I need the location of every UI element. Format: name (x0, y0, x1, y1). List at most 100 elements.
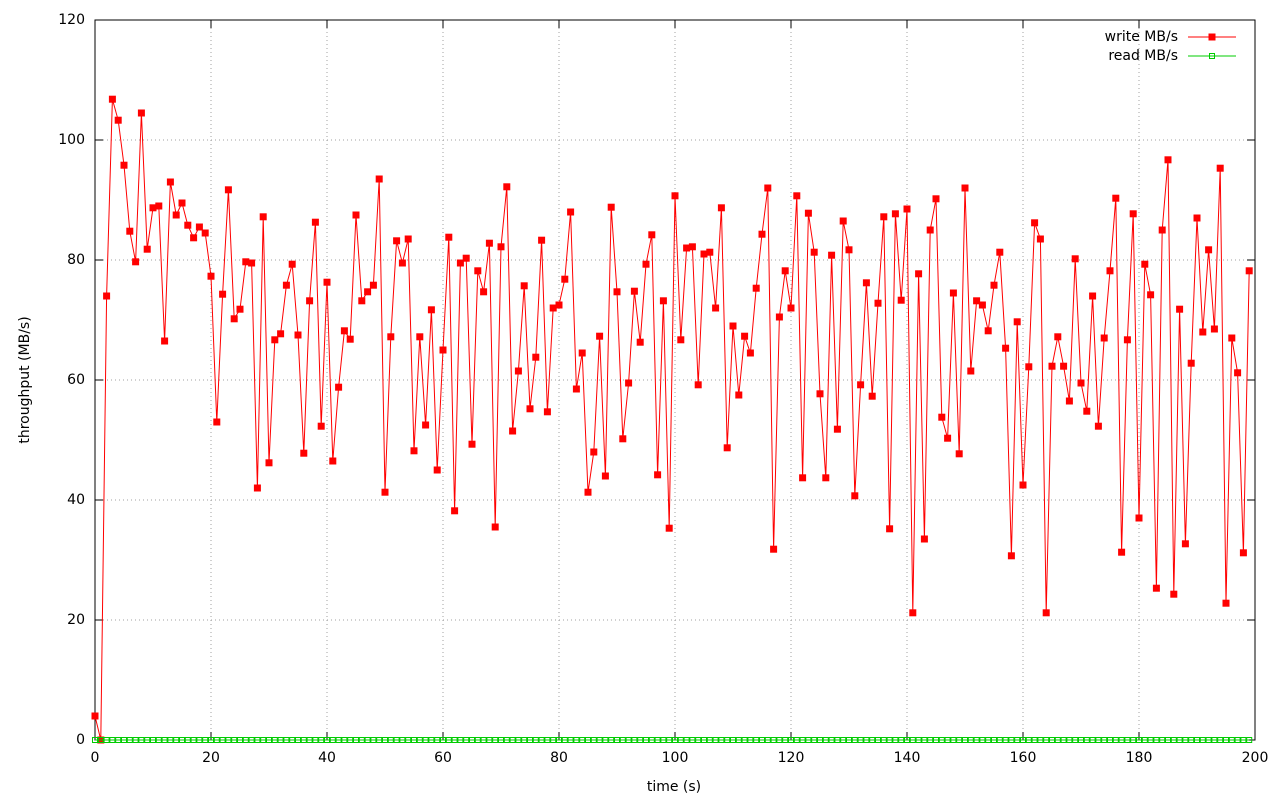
point (805, 737, 812, 743)
point (810, 248, 818, 256)
point (341, 737, 348, 743)
point (1025, 363, 1033, 371)
point (521, 737, 528, 743)
point (619, 737, 626, 743)
point (109, 737, 116, 743)
point (346, 335, 354, 343)
point (642, 260, 650, 268)
point (178, 199, 186, 207)
x-tick-label: 80 (550, 750, 568, 766)
point (828, 737, 835, 743)
point (1170, 737, 1177, 743)
point (834, 737, 841, 743)
point (532, 737, 539, 743)
point (242, 737, 249, 743)
point (996, 737, 1003, 743)
point (248, 737, 255, 743)
point (701, 737, 707, 743)
point (428, 737, 435, 743)
point (126, 227, 134, 235)
point (1240, 737, 1247, 743)
point (184, 737, 191, 743)
point (352, 211, 360, 219)
point (114, 116, 122, 124)
point (828, 251, 836, 259)
point (578, 349, 586, 357)
point (445, 233, 453, 241)
point (422, 737, 429, 743)
y-tick-label: 80 (67, 252, 85, 268)
point (846, 737, 852, 743)
point (207, 272, 215, 280)
point (1078, 737, 1084, 743)
point (735, 391, 743, 399)
point (1095, 737, 1102, 743)
legend-marker (1209, 53, 1215, 59)
point (219, 290, 227, 298)
point (1129, 210, 1137, 218)
point (944, 434, 952, 442)
point (103, 292, 111, 300)
point (439, 346, 447, 354)
point (451, 737, 458, 743)
point (1083, 407, 1091, 415)
point (869, 737, 876, 743)
point (753, 737, 760, 743)
point (137, 109, 145, 117)
point (219, 737, 226, 743)
point (672, 737, 678, 743)
point (91, 712, 99, 720)
point (868, 392, 876, 400)
point (416, 333, 424, 341)
point (561, 737, 568, 743)
point (265, 459, 273, 467)
point (318, 737, 325, 743)
point (195, 223, 203, 231)
point (1020, 737, 1026, 743)
point (1217, 737, 1224, 743)
point (283, 737, 290, 743)
point (764, 184, 772, 192)
point (1176, 305, 1184, 313)
point (393, 237, 401, 245)
point (1054, 333, 1062, 341)
point (793, 192, 801, 200)
point (317, 422, 325, 430)
point (1152, 584, 1160, 592)
point (201, 229, 209, 237)
point (1159, 737, 1166, 743)
point (944, 737, 951, 743)
point (1002, 737, 1009, 743)
point (555, 301, 563, 309)
point (787, 304, 795, 312)
point (572, 385, 580, 393)
point (340, 327, 348, 335)
point (224, 186, 232, 194)
point (1130, 737, 1137, 743)
point (584, 488, 592, 496)
point (920, 535, 928, 543)
point (225, 737, 232, 743)
point (665, 524, 673, 532)
point (955, 450, 963, 458)
point (1054, 737, 1061, 743)
point (1223, 737, 1229, 743)
point (260, 737, 267, 743)
point (926, 226, 934, 234)
point (695, 737, 702, 743)
point (503, 737, 510, 743)
point (387, 737, 394, 743)
point (1194, 737, 1200, 743)
point (295, 737, 301, 743)
point (230, 315, 238, 323)
point (393, 737, 400, 743)
point (387, 333, 395, 341)
point (799, 737, 806, 743)
point (433, 466, 441, 474)
point (567, 737, 574, 743)
point (538, 737, 545, 743)
point (382, 737, 388, 743)
point (1014, 737, 1021, 743)
point (143, 245, 151, 253)
